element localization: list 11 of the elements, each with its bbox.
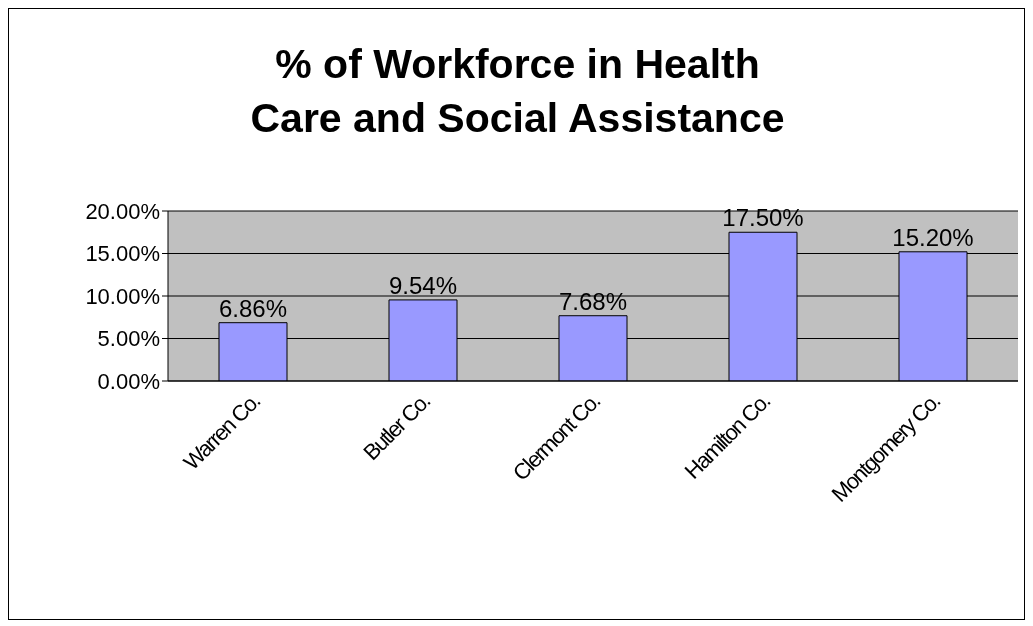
data-label: 17.50%	[722, 204, 804, 232]
y-tick-label: 10.00%	[85, 283, 160, 309]
data-label: 15.20%	[892, 223, 974, 251]
data-label: 7.68%	[558, 287, 628, 315]
data-label: 6.86%	[218, 294, 288, 322]
y-tick-label: 20.00%	[85, 198, 160, 224]
y-tick-label: 5.00%	[97, 326, 160, 352]
y-tick-label: 15.00%	[85, 241, 160, 267]
data-label: 9.54%	[388, 271, 458, 299]
chart-title: % of Workforce in Health Care and Social Assistance	[249, 40, 786, 143]
y-tick-label: 0.00%	[97, 368, 160, 394]
